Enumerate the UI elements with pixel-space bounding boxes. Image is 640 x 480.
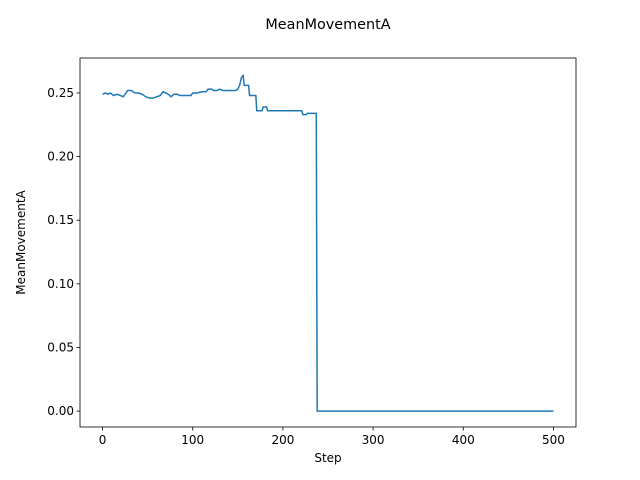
y-axis-label: MeanMovementA [14, 189, 28, 294]
x-tick-label: 300 [362, 433, 385, 447]
x-tick-label: 400 [452, 433, 475, 447]
x-tick-label: 100 [181, 433, 204, 447]
y-tick-label: 0.20 [47, 150, 74, 164]
axes-frame [79, 57, 577, 428]
y-tick-label: 0.25 [47, 86, 74, 100]
y-tick-label: 0.00 [47, 404, 74, 418]
y-tick-label: 0.05 [47, 340, 74, 354]
x-tick-label: 0 [99, 433, 107, 447]
y-tick-label: 0.10 [47, 277, 74, 291]
chart-title: MeanMovementA [265, 17, 390, 33]
x-axis-label: Step [314, 451, 341, 465]
y-tick-label: 0.15 [47, 213, 74, 227]
y-axis: 0.00 0.05 0.10 0.15 0.20 0.25 [47, 86, 80, 418]
x-tick-label: 200 [271, 433, 294, 447]
x-axis: 0 100 200 300 400 500 [99, 427, 565, 447]
series-line [102, 74, 554, 412]
plot-area [102, 74, 554, 412]
x-tick-label: 500 [542, 433, 565, 447]
